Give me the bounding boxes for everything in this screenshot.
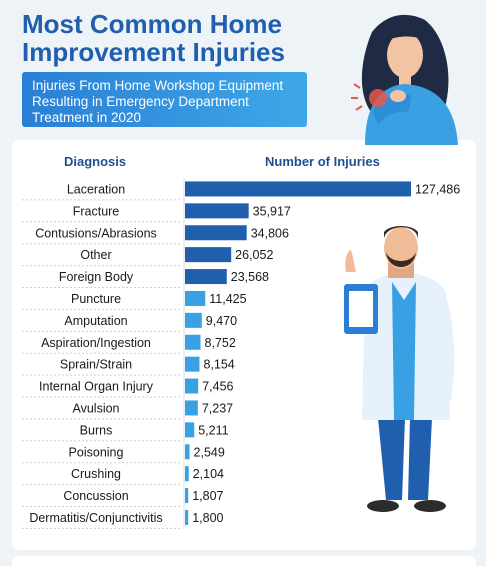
value-label-crushing: 2,104 [193,467,224,481]
category-label-avulsion: Avulsion [72,401,119,415]
category-label-concussion: Concussion [63,489,128,503]
value-label-other: 26,052 [235,248,273,262]
bar-puncture [185,290,206,306]
category-label-amputation: Amputation [64,314,127,328]
value-label-avulsion: 7,237 [202,401,233,415]
bar-other [185,247,232,263]
bar-sprain-strain [185,356,200,372]
bar-dermatitis-conjunctivitis [185,509,189,525]
woman-holding-injured-elbow-icon [351,14,458,145]
category-column-header: Diagnosis [64,154,127,169]
value-label-internal-organ-injury: 7,456 [202,380,233,394]
value-label-amputation: 9,470 [206,314,237,328]
bar-amputation [185,312,202,328]
category-label-contusions-abrasions: Contusions/Abrasions [35,226,157,240]
bar-foreign-body [185,269,227,285]
title-line-1: Most Common Home [22,9,282,39]
category-label-aspiration-ingestion: Aspiration/Ingestion [41,336,151,350]
category-label-foreign-body: Foreign Body [59,270,134,284]
bar-concussion [185,488,189,504]
subtitle-line-2: Resulting in Emergency Department [32,94,249,109]
bottom-strip [12,556,476,566]
value-label-poisoning: 2,549 [194,445,225,459]
chart-rows: Laceration 127,486 Fracture 35,917 Contusion… [22,178,460,529]
bar-aspiration-ingestion [185,334,201,350]
subtitle-box: Injuries From Home Workshop Equipment Re… [22,72,307,127]
category-label-puncture: Puncture [71,292,121,306]
value-label-aspiration-ingestion: 8,752 [205,336,236,350]
bar-internal-organ-injury [185,378,199,394]
category-label-poisoning: Poisoning [69,445,124,459]
bar-avulsion [185,400,198,416]
category-label-sprain-strain: Sprain/Strain [60,358,132,372]
bar-fracture [185,203,249,219]
category-label-laceration: Laceration [67,182,125,196]
bar-poisoning [185,444,190,460]
page-title: Most Common Home Improvement Injuries [22,10,322,66]
value-label-contusions-abrasions: 34,806 [251,226,289,240]
category-label-burns: Burns [80,423,113,437]
value-label-burns: 5,211 [198,423,228,437]
category-label-dermatitis-conjunctivitis: Dermatitis/Conjunctivitis [29,511,162,525]
category-label-crushing: Crushing [71,467,121,481]
category-label-fracture: Fracture [73,204,120,218]
bar-burns [185,422,195,438]
doctor-with-clipboard-icon [344,226,455,512]
subtitle-line-3: Treatment in 2020 [32,110,142,125]
bar-crushing [185,466,189,482]
value-column-header: Number of Injuries [265,154,380,169]
value-label-laceration: 127,486 [415,182,460,196]
value-label-fracture: 35,917 [253,204,291,218]
value-label-puncture: 11,425 [209,292,246,306]
bar-contusions-abrasions [185,225,247,241]
category-label-other: Other [80,248,111,262]
title-line-2: Improvement Injuries [22,37,285,67]
value-label-concussion: 1,807 [192,489,223,503]
category-label-internal-organ-injury: Internal Organ Injury [39,380,154,394]
value-label-sprain-strain: 8,154 [203,358,234,372]
value-label-foreign-body: 23,568 [231,270,269,284]
value-label-dermatitis-conjunctivitis: 1,800 [192,511,223,525]
subtitle-line-1: Injuries From Home Workshop Equipment [32,78,284,93]
bar-laceration [185,181,411,197]
